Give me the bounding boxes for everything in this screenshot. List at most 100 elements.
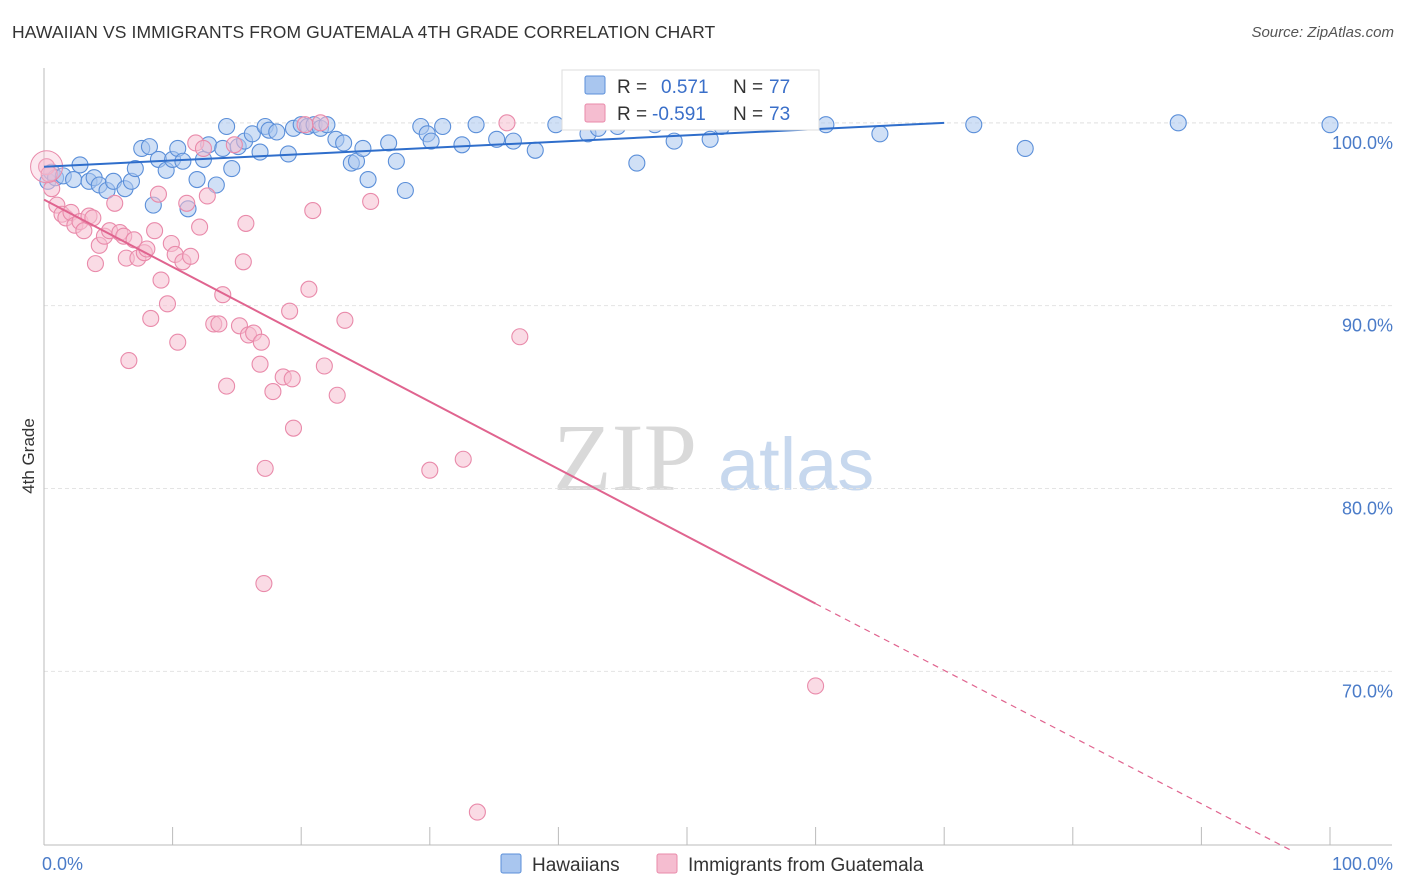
guatemala-point	[194, 139, 213, 157]
guatemala-trendline	[43, 198, 817, 605]
x-tick-label: 100.0%	[1332, 854, 1393, 874]
chart-source: Source: ZipAtlas.com	[1251, 24, 1394, 41]
bottom-legend-hawaiians: Hawaiians	[532, 855, 620, 876]
hawaiians-point	[871, 125, 889, 143]
y-tick-label: 80.0%	[1342, 498, 1393, 518]
hawaiians-point	[965, 116, 983, 134]
x-tick-label: 0.0%	[42, 854, 83, 874]
guatemala-point	[300, 280, 318, 298]
legend-n-value-2: 73	[769, 104, 790, 125]
hawaiians-point	[207, 176, 225, 194]
hawaiians-point	[488, 130, 506, 148]
guatemala-point	[214, 286, 232, 304]
hawaiians-point	[387, 152, 405, 170]
hawaiians-point	[251, 143, 269, 161]
hawaiians-point	[1321, 116, 1339, 134]
guatemala-point	[511, 328, 529, 346]
hawaiians-point	[396, 181, 414, 200]
legend-r-label-1: R =	[617, 77, 647, 98]
guatemala-point	[454, 450, 472, 468]
hawaiians-point	[223, 160, 241, 178]
legend-n-value-1: 77	[769, 77, 790, 98]
hawaiians-point	[817, 116, 835, 134]
points-layer	[30, 114, 1339, 821]
hawaiians-point	[243, 125, 261, 143]
hawaiians-point	[335, 134, 353, 152]
guatemala-point	[86, 255, 104, 273]
grid-layer	[44, 122, 1392, 672]
guatemala-point	[296, 116, 314, 134]
guatemala-point	[264, 383, 282, 401]
guatemala-point	[234, 253, 252, 271]
guatemala-point	[251, 355, 269, 373]
chart-title: HAWAIIAN VS IMMIGRANTS FROM GUATEMALA 4T…	[12, 22, 716, 42]
legend-swatch-hawaiians	[584, 75, 606, 95]
hawaiians-point	[1016, 139, 1034, 157]
bottom-legend-swatch-hawaiians	[500, 853, 522, 874]
hawaiians-point	[126, 160, 144, 178]
hawaiians-point	[1169, 114, 1187, 132]
hawaiians-point	[359, 170, 377, 189]
guatemala-point	[218, 377, 236, 395]
guatemala-point	[169, 333, 187, 351]
legend-n-label-2: N =	[733, 104, 763, 125]
guatemala-point	[304, 202, 322, 220]
hawaiians-point	[504, 132, 522, 150]
guatemala-point	[182, 247, 200, 265]
guatemala-point	[328, 386, 346, 404]
guatemala-point	[210, 315, 228, 333]
guatemala-point	[283, 370, 301, 388]
axis-layer: 100.0% 90.0% 80.0% 70.0% 0.0% 100.0%	[42, 68, 1393, 874]
watermark-zip: ZIP	[553, 404, 697, 511]
series-legend: Hawaiians Immigrants from Guatemala	[500, 853, 924, 876]
guatemala-point	[362, 192, 380, 211]
guatemala-point	[149, 185, 168, 203]
hawaiians-point	[467, 116, 485, 134]
guatemala-point	[281, 302, 299, 320]
hawaiians-point	[526, 141, 544, 159]
hawaiians-point	[140, 138, 159, 156]
watermark-atlas: atlas	[718, 423, 874, 506]
guatemala-point	[178, 194, 196, 212]
y-axis-label: 4th Grade	[19, 418, 38, 494]
hawaiians-point	[422, 132, 440, 150]
guatemala-point	[237, 214, 255, 232]
guatemala-point	[252, 333, 270, 351]
guatemala-point	[421, 461, 439, 479]
hawaiians-point	[218, 117, 236, 136]
hawaiians-point	[628, 154, 646, 172]
legend-n-label-1: N =	[733, 77, 763, 98]
hawaiians-point	[434, 117, 452, 136]
y-tick-label: 90.0%	[1342, 316, 1393, 336]
guatemala-point	[120, 351, 138, 370]
guatemala-point	[807, 677, 825, 695]
guatemala-point	[284, 419, 303, 437]
guatemala-point	[198, 187, 216, 205]
hawaiians-point	[354, 139, 372, 157]
y-tick-label: 70.0%	[1342, 681, 1393, 701]
hawaiians-point	[188, 170, 206, 189]
bottom-legend-guatemala: Immigrants from Guatemala	[688, 855, 924, 876]
guatemala-point	[468, 803, 486, 821]
hawaiians-point	[453, 136, 471, 154]
guatemala-point	[142, 309, 160, 328]
guatemala-point	[256, 459, 274, 477]
legend-r-value-1: 0.571	[661, 77, 709, 98]
bottom-legend-swatch-guatemala	[656, 853, 678, 874]
hawaiians-point	[268, 123, 286, 141]
guatemala-point	[336, 311, 354, 329]
guatemala-point	[84, 209, 102, 227]
legend-r-label-2: R =	[617, 104, 647, 125]
stats-legend: R = 0.571 N = 77 R = -0.591 N = 73	[561, 69, 820, 131]
guatemala-point	[191, 218, 209, 236]
guatemala-point	[311, 114, 330, 132]
guatemala-point	[315, 357, 333, 375]
hawaiians-point	[547, 116, 565, 134]
guatemala-point	[225, 136, 243, 154]
legend-swatch-guatemala	[584, 103, 606, 123]
hawaiians-point	[380, 134, 398, 152]
hawaiians-point	[174, 152, 192, 170]
y-tick-label: 100.0%	[1332, 133, 1393, 153]
guatemala-point	[255, 575, 273, 593]
